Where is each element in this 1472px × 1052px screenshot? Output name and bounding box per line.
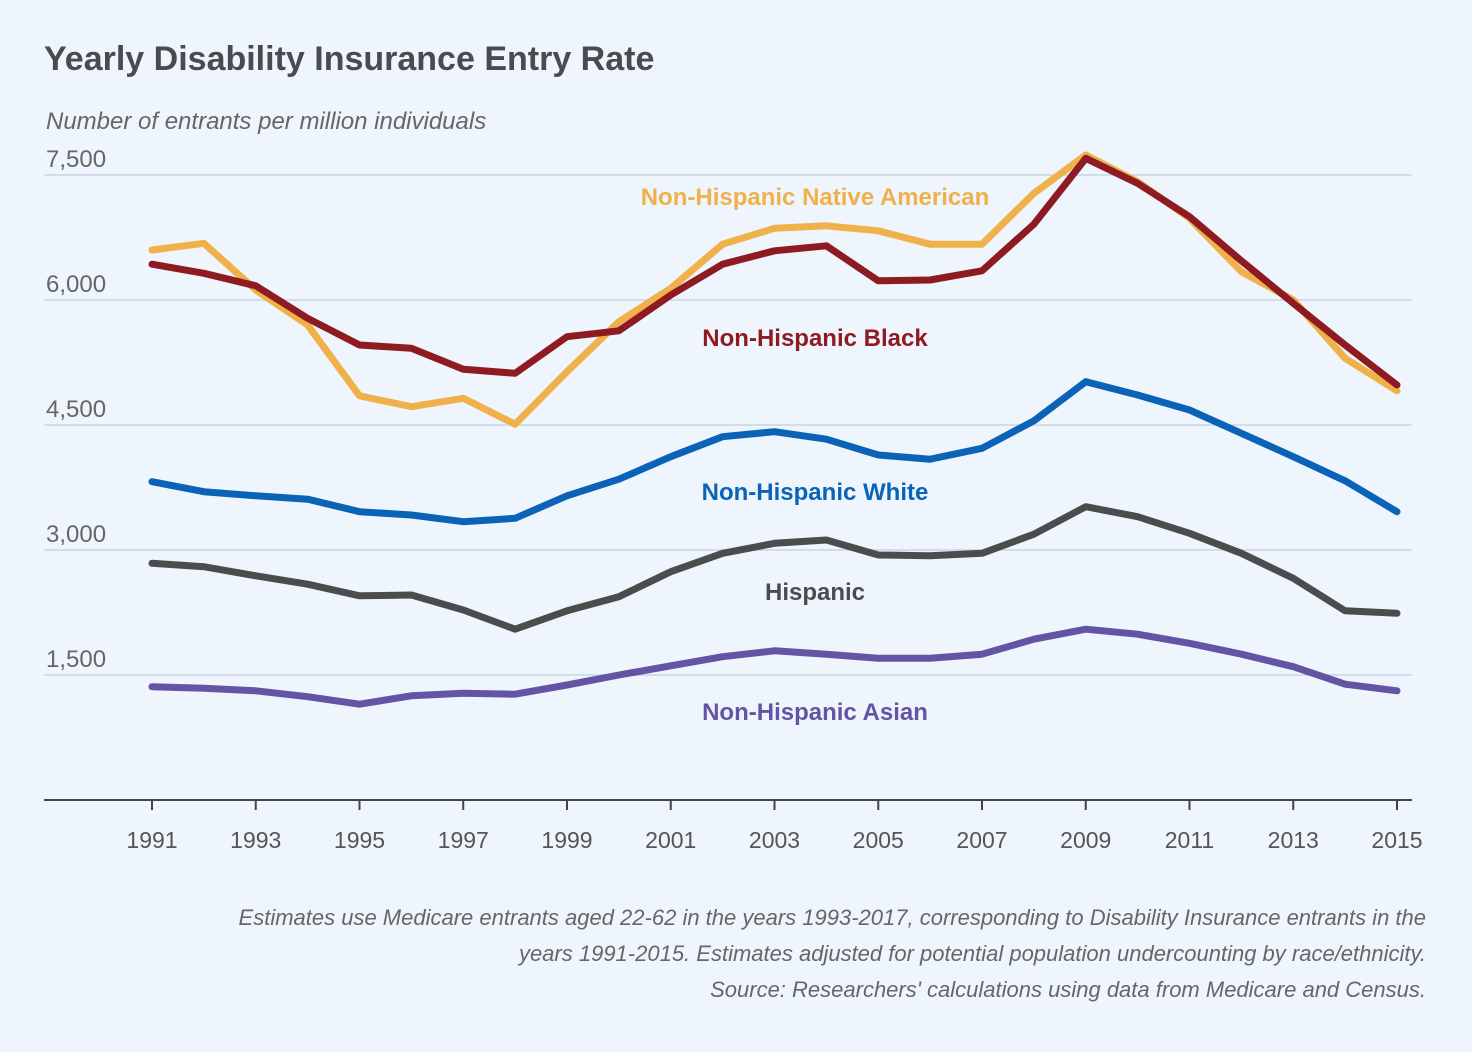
x-tick-label: 2001	[645, 827, 696, 853]
y-axis-label: Number of entrants per million individua…	[46, 108, 487, 135]
chart-notes: Estimates use Medicare entrants aged 22-…	[46, 900, 1426, 1008]
note-line: Estimates use Medicare entrants aged 22-…	[238, 905, 1426, 930]
x-tick-label: 2009	[1060, 827, 1111, 853]
y-tick-label: 1,500	[46, 646, 106, 673]
x-tick-label: 2015	[1371, 827, 1422, 853]
series-label: Non-Hispanic Asian	[702, 699, 928, 726]
y-tick-label: 3,000	[46, 521, 106, 548]
x-tick-label: 2011	[1165, 827, 1214, 853]
series-label: Hispanic	[765, 579, 865, 606]
series-line-hispanic	[148, 503, 1401, 633]
x-tick-label: 2013	[1268, 827, 1319, 853]
series-label: Non-Hispanic White	[702, 479, 929, 506]
y-tick-label: 7,500	[46, 146, 106, 173]
y-tick-label: 4,500	[46, 396, 106, 423]
x-tick-label: 1999	[541, 827, 592, 853]
series-label: Non-Hispanic Native American	[641, 184, 990, 211]
y-tick-label: 6,000	[46, 271, 106, 298]
x-tick-label: 1995	[334, 827, 385, 853]
x-tick-label: 2007	[956, 827, 1007, 853]
x-tick-label: 2005	[853, 827, 904, 853]
note-line: Source: Researchers' calculations using …	[710, 977, 1426, 1002]
x-tick-label: 1993	[230, 827, 281, 853]
x-tick-label: 1991	[126, 827, 177, 853]
series-line-non-hispanic-asian	[148, 625, 1401, 708]
series-label: Non-Hispanic Black	[702, 325, 928, 352]
chart-title: Yearly Disability Insurance Entry Rate	[44, 40, 655, 78]
x-tick-label: 1997	[438, 827, 489, 853]
note-line: years 1991-2015. Estimates adjusted for …	[518, 941, 1426, 966]
x-tick-label: 2003	[749, 827, 800, 853]
